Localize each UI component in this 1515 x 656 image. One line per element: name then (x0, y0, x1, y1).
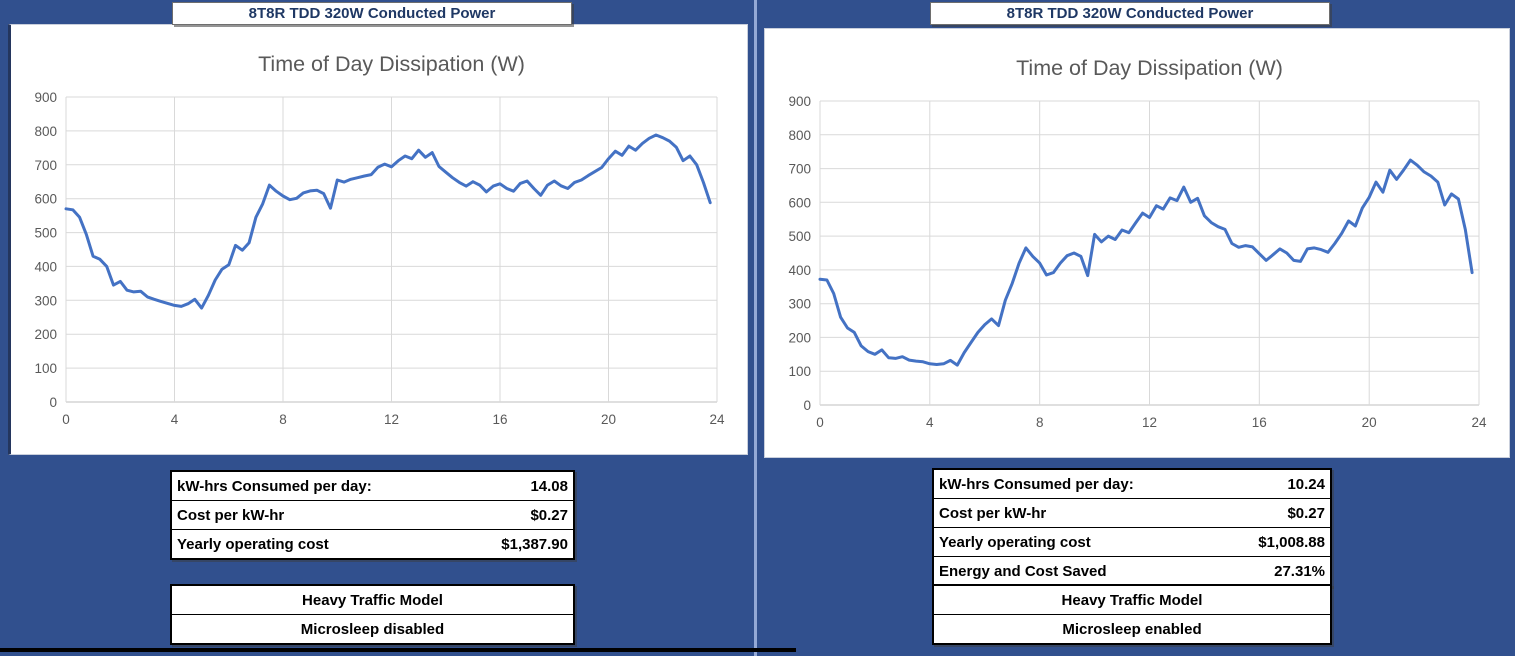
y-axis-tick-label: 300 (788, 297, 811, 312)
model-label: Microsleep disabled (300, 620, 445, 638)
header-title: 8T8R TDD 320W Conducted Power (1006, 5, 1254, 22)
stats-label: Cost per kW-hr (177, 506, 285, 524)
y-axis-tick-label: 900 (34, 90, 57, 105)
panel-separator-line (754, 0, 757, 656)
stats-value: $0.27 (530, 506, 568, 524)
dissipation-line-series (818, 158, 1474, 367)
stats-value: 27.31% (1274, 562, 1325, 580)
model-table-right: Heavy Traffic Model Microsleep enabled (932, 584, 1332, 645)
stats-table-right: kW-hrs Consumed per day: 10.24 Cost per kW… (932, 468, 1332, 587)
y-axis-tick-label: 500 (788, 229, 811, 244)
y-axis-tick-label: 400 (788, 263, 811, 278)
model-row: Heavy Traffic Model (934, 586, 1330, 614)
line-chart: 0 100 200 300 400 500 600 700 800 900 0 4 8 12 16 20 24 T… (788, 56, 1487, 430)
x-axis-tick-label: 24 (709, 412, 725, 427)
stats-table-left: kW-hrs Consumed per day: 14.08 Cost per kW… (170, 470, 575, 560)
model-row: Heavy Traffic Model (172, 586, 573, 614)
model-table-left: Heavy Traffic Model Microsleep disabled (170, 584, 575, 645)
stats-value: 14.08 (530, 477, 568, 495)
line-chart: 0 100 200 300 400 500 600 700 800 900 0 4 8 12 16 20 24 T… (34, 52, 725, 427)
x-axis-tick-label: 8 (1036, 415, 1044, 430)
y-axis-tick-label: 900 (788, 94, 811, 109)
stats-row: kW-hrs Consumed per day: 10.24 (934, 470, 1330, 498)
stats-label: Cost per kW-hr (939, 504, 1047, 522)
x-axis-tick-label: 0 (816, 415, 824, 430)
bottom-border-line (0, 648, 796, 652)
stats-value: $1,008.88 (1258, 533, 1325, 551)
y-axis-tick-label: 0 (49, 395, 57, 410)
stats-label: Yearly operating cost (939, 533, 1091, 551)
y-axis-tick-label: 100 (34, 361, 57, 376)
stats-label: Yearly operating cost (177, 535, 329, 553)
model-row: Microsleep disabled (172, 614, 573, 643)
x-axis-tick-label: 12 (1142, 415, 1157, 430)
y-axis-tick-label: 800 (788, 128, 811, 143)
stats-row: Energy and Cost Saved 27.31% (934, 556, 1330, 585)
stats-label: kW-hrs Consumed per day: (939, 475, 1134, 493)
model-label: Heavy Traffic Model (1061, 591, 1203, 609)
y-axis-tick-label: 400 (34, 259, 57, 274)
y-axis-tick-label: 700 (788, 162, 811, 177)
header-title: 8T8R TDD 320W Conducted Power (248, 5, 496, 22)
model-label: Heavy Traffic Model (302, 591, 443, 609)
x-axis-tick-label: 0 (62, 412, 70, 427)
stats-row: Cost per kW-hr $0.27 (172, 500, 573, 529)
y-axis-tick-label: 600 (34, 192, 57, 207)
model-label: Microsleep enabled (1062, 620, 1202, 638)
y-axis-tick-label: 700 (34, 158, 57, 173)
stats-value: $1,387.90 (501, 535, 568, 553)
chart-title: Time of Day Dissipation (W) (1016, 56, 1283, 80)
x-axis-tick-label: 16 (1252, 415, 1267, 430)
dissipation-line-series (64, 133, 712, 310)
y-axis-tick-label: 100 (788, 364, 811, 379)
y-axis-tick-label: 200 (34, 327, 57, 342)
stats-row: Yearly operating cost $1,008.88 (934, 527, 1330, 556)
model-row: Microsleep enabled (934, 614, 1330, 643)
header-box-left: 8T8R TDD 320W Conducted Power (172, 2, 572, 25)
x-axis-tick-label: 24 (1471, 415, 1487, 430)
x-axis-tick-label: 16 (492, 412, 507, 427)
y-axis-tick-label: 0 (803, 398, 811, 413)
stats-row: kW-hrs Consumed per day: 14.08 (172, 472, 573, 500)
y-axis-tick-label: 500 (34, 226, 57, 241)
x-axis-tick-label: 8 (279, 412, 287, 427)
stats-row: Yearly operating cost $1,387.90 (172, 529, 573, 558)
y-axis-tick-label: 300 (34, 293, 57, 308)
x-axis-tick-label: 20 (601, 412, 616, 427)
x-axis-tick-label: 20 (1362, 415, 1377, 430)
stats-value: $0.27 (1287, 504, 1325, 522)
y-axis-tick-label: 200 (788, 330, 811, 345)
chart-panel-left: 0 100 200 300 400 500 600 700 800 900 0 4 8 12 16 20 24 T… (8, 24, 748, 455)
stats-label: Energy and Cost Saved (939, 562, 1107, 580)
chart-title: Time of Day Dissipation (W) (258, 52, 525, 76)
x-axis-tick-label: 4 (926, 415, 934, 430)
y-axis-tick-label: 800 (34, 124, 57, 139)
header-box-right: 8T8R TDD 320W Conducted Power (930, 2, 1330, 25)
stats-value: 10.24 (1287, 475, 1325, 493)
y-axis-tick-label: 600 (788, 195, 811, 210)
chart-panel-right: 0 100 200 300 400 500 600 700 800 900 0 4 8 12 16 20 24 T… (764, 28, 1510, 458)
x-axis-tick-label: 12 (384, 412, 399, 427)
stats-label: kW-hrs Consumed per day: (177, 477, 372, 495)
stats-row: Cost per kW-hr $0.27 (934, 498, 1330, 527)
x-axis-tick-label: 4 (171, 412, 179, 427)
